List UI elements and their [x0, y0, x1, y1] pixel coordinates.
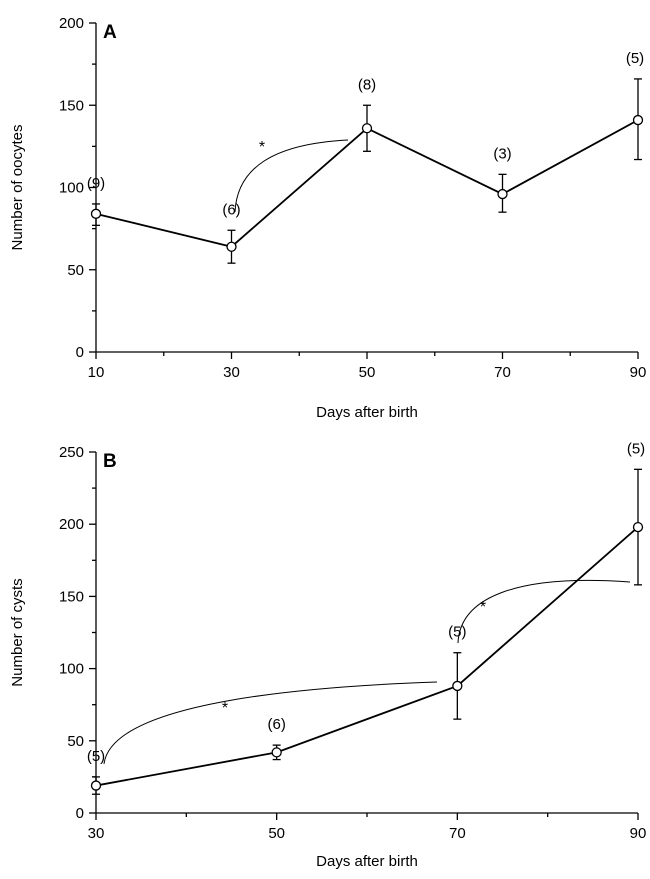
sample-size-label: (6)	[222, 201, 240, 218]
y-axis-label: Number of cysts	[9, 578, 26, 686]
sample-size-label: (8)	[358, 76, 376, 93]
y-tick-label: 200	[59, 15, 84, 32]
significance-marker: *	[222, 700, 228, 717]
x-tick-label: 90	[630, 364, 647, 381]
significance-bracket	[103, 681, 438, 765]
data-point	[90, 208, 102, 219]
y-tick-label: 150	[59, 97, 84, 114]
x-tick-label: 50	[268, 825, 285, 842]
sample-size-label: (5)	[87, 748, 105, 765]
sample-size-label: (5)	[448, 624, 466, 641]
significance-bracket	[457, 579, 631, 644]
significance-bracket	[234, 139, 349, 213]
chart-panel-a: 0 50 100 150 200 10 30 50 70 90 Days after birth Nu…	[9, 15, 646, 421]
x-tick-label: 30	[223, 364, 240, 381]
y-axis-label: Number of oocytes	[9, 125, 26, 251]
y-tick-label: 100	[59, 661, 84, 678]
significance-marker: *	[480, 599, 486, 616]
x-tick-label: 70	[494, 364, 511, 381]
panel-label: B	[103, 451, 117, 472]
data-point	[452, 680, 463, 692]
y-tick-label: 50	[67, 733, 84, 750]
x-tick-label: 70	[449, 825, 466, 842]
panel-label: A	[103, 22, 117, 43]
data-point	[361, 123, 373, 134]
data-point	[90, 780, 102, 791]
y-tick-label: 50	[67, 262, 84, 279]
chart-panel-b: 0 50 100 150 200 250 30 50 70 90 Days after birth N…	[9, 440, 646, 870]
sample-size-label: (9)	[87, 175, 105, 192]
x-axis-label: Days after birth	[316, 853, 418, 870]
sample-size-label: (3)	[493, 145, 511, 162]
y-tick-label: 200	[59, 516, 84, 533]
data-point	[632, 114, 644, 126]
x-tick-label: 30	[88, 825, 105, 842]
y-tick-label: 150	[59, 588, 84, 605]
y-tick-label: 100	[59, 180, 84, 197]
x-tick-label: 90	[630, 825, 647, 842]
series-line	[95, 526, 639, 787]
significance-marker: *	[259, 139, 265, 156]
data-point	[632, 521, 644, 533]
x-axis-label: Days after birth	[316, 404, 418, 421]
y-tick-label: 250	[59, 444, 84, 461]
sample-size-label: (6)	[267, 716, 285, 733]
y-tick-label: 0	[76, 344, 84, 361]
y-tick-label: 0	[76, 805, 84, 822]
x-tick-label: 10	[88, 364, 105, 381]
sample-size-label: (5)	[627, 440, 645, 457]
sample-size-label: (5)	[626, 50, 644, 67]
x-tick-label: 50	[359, 364, 376, 381]
data-point	[226, 241, 237, 252]
data-point	[497, 188, 508, 200]
data-point	[271, 747, 282, 758]
